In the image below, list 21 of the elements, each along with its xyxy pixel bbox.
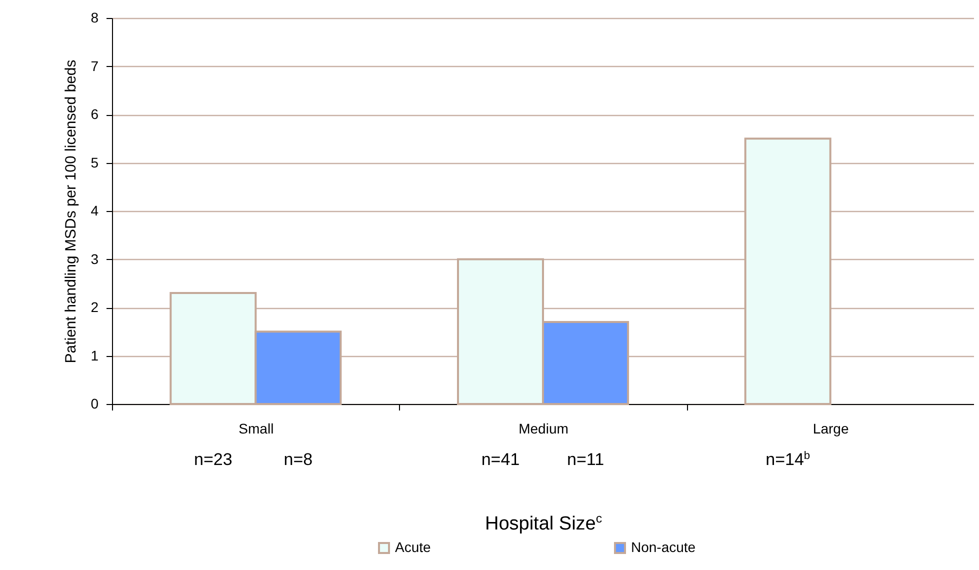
legend-label: Acute: [395, 539, 432, 555]
text: n=41: [481, 450, 520, 469]
text: n=14$^{b}$: [766, 450, 810, 469]
x-tick-label: Large: [812, 420, 849, 436]
y-tick-label: 8: [90, 10, 99, 26]
y-axis-title: Patient handling MSDs per 100 licensed beds: [62, 60, 80, 364]
y-tick-label: 7: [90, 58, 99, 74]
text: n=23: [194, 450, 232, 469]
x-tick-label: Medium: [518, 420, 568, 436]
y-tick-label: 5: [90, 154, 99, 170]
x-axis-title: Hospital Size$^{c}$: [484, 512, 602, 534]
y-tick-label: 4: [90, 202, 99, 218]
text: n=8: [284, 450, 313, 469]
y-tick-label: 2: [90, 299, 99, 315]
x-tick-label: Small: [238, 420, 274, 436]
legend-label: Non-acute: [631, 539, 696, 555]
y-tick-label: 0: [90, 396, 99, 412]
y-tick-label: 3: [90, 250, 99, 267]
text: n=11: [566, 450, 604, 469]
y-tick-label: 1: [90, 347, 99, 364]
y-tick-label: 6: [90, 106, 99, 122]
